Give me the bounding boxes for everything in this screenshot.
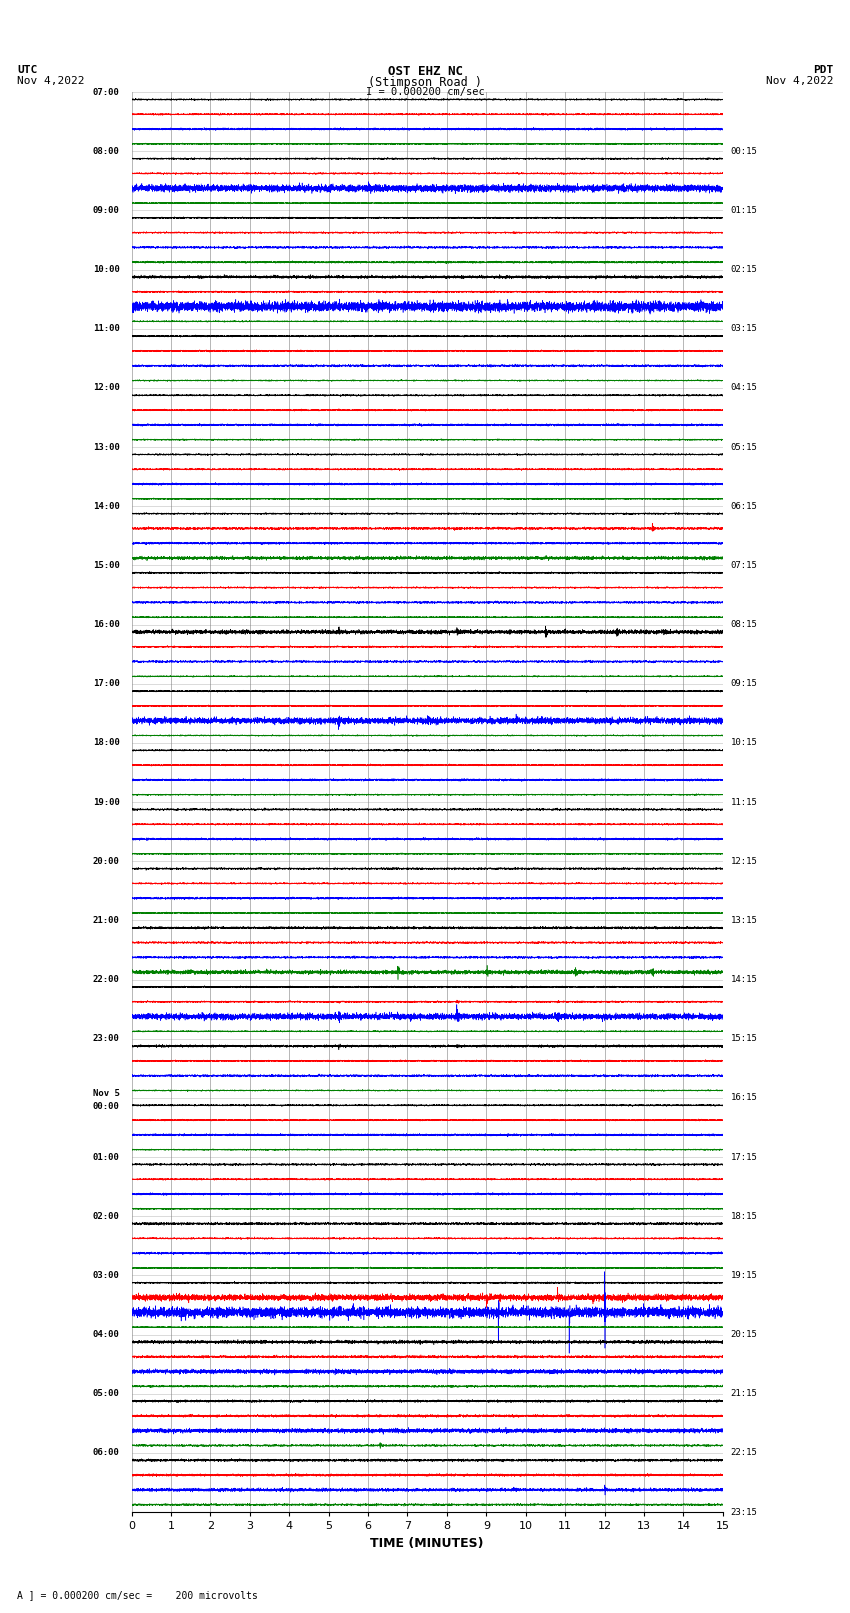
Text: 18:00: 18:00: [93, 739, 120, 747]
Text: 13:15: 13:15: [731, 916, 757, 924]
Text: 05:15: 05:15: [731, 442, 757, 452]
Text: 14:15: 14:15: [731, 974, 757, 984]
Text: Nov 5: Nov 5: [93, 1089, 120, 1098]
Text: 11:00: 11:00: [93, 324, 120, 334]
Text: 06:15: 06:15: [731, 502, 757, 511]
Text: 02:15: 02:15: [731, 265, 757, 274]
Text: 16:00: 16:00: [93, 619, 120, 629]
Text: 02:00: 02:00: [93, 1211, 120, 1221]
Text: Nov 4,2022: Nov 4,2022: [766, 76, 833, 85]
Text: 01:00: 01:00: [93, 1153, 120, 1161]
Text: 00:00: 00:00: [93, 1102, 120, 1111]
Text: 05:00: 05:00: [93, 1389, 120, 1398]
Text: 19:00: 19:00: [93, 797, 120, 806]
Text: 14:00: 14:00: [93, 502, 120, 511]
Text: 07:15: 07:15: [731, 561, 757, 569]
Text: 23:00: 23:00: [93, 1034, 120, 1044]
Text: A ] = 0.000200 cm/sec =    200 microvolts: A ] = 0.000200 cm/sec = 200 microvolts: [17, 1590, 258, 1600]
Text: 13:00: 13:00: [93, 442, 120, 452]
Text: 17:00: 17:00: [93, 679, 120, 689]
Text: 03:15: 03:15: [731, 324, 757, 334]
Text: 08:00: 08:00: [93, 147, 120, 156]
Text: 20:00: 20:00: [93, 857, 120, 866]
Text: 15:15: 15:15: [731, 1034, 757, 1044]
Text: 22:00: 22:00: [93, 974, 120, 984]
Text: (Stimpson Road ): (Stimpson Road ): [368, 76, 482, 89]
Text: 23:15: 23:15: [731, 1508, 757, 1516]
Text: 17:15: 17:15: [731, 1153, 757, 1161]
Text: 12:15: 12:15: [731, 857, 757, 866]
Text: 21:15: 21:15: [731, 1389, 757, 1398]
Text: 09:00: 09:00: [93, 206, 120, 215]
Text: 08:15: 08:15: [731, 619, 757, 629]
Text: I = 0.000200 cm/sec: I = 0.000200 cm/sec: [366, 87, 484, 97]
Text: 04:15: 04:15: [731, 384, 757, 392]
Text: PDT: PDT: [813, 65, 833, 74]
Text: 21:00: 21:00: [93, 916, 120, 924]
Text: 19:15: 19:15: [731, 1271, 757, 1279]
Text: 10:00: 10:00: [93, 265, 120, 274]
Text: 01:15: 01:15: [731, 206, 757, 215]
Text: 06:00: 06:00: [93, 1448, 120, 1458]
Text: 22:15: 22:15: [731, 1448, 757, 1458]
Text: OST EHZ NC: OST EHZ NC: [388, 65, 462, 77]
Text: 12:00: 12:00: [93, 384, 120, 392]
Text: Nov 4,2022: Nov 4,2022: [17, 76, 84, 85]
Text: 11:15: 11:15: [731, 797, 757, 806]
Text: 16:15: 16:15: [731, 1094, 757, 1102]
Text: UTC: UTC: [17, 65, 37, 74]
Text: 18:15: 18:15: [731, 1211, 757, 1221]
Text: 03:00: 03:00: [93, 1271, 120, 1279]
Text: 10:15: 10:15: [731, 739, 757, 747]
Text: 09:15: 09:15: [731, 679, 757, 689]
X-axis label: TIME (MINUTES): TIME (MINUTES): [371, 1537, 484, 1550]
Text: 07:00: 07:00: [93, 87, 120, 97]
Text: 04:00: 04:00: [93, 1331, 120, 1339]
Text: 00:15: 00:15: [731, 147, 757, 156]
Text: 20:15: 20:15: [731, 1331, 757, 1339]
Text: 15:00: 15:00: [93, 561, 120, 569]
